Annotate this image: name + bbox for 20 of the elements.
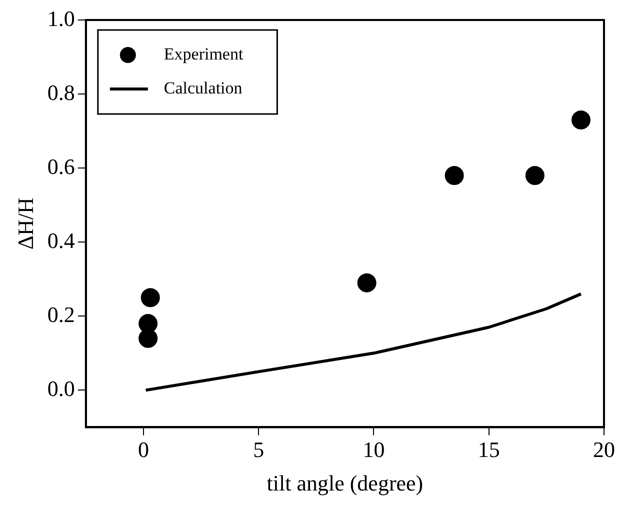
y-tick-label: 0.2 bbox=[47, 302, 75, 327]
legend-label: Calculation bbox=[164, 78, 243, 98]
y-tick-label: 0.4 bbox=[47, 228, 75, 253]
x-tick-label: 15 bbox=[478, 437, 500, 462]
y-tick-label: 0.0 bbox=[47, 376, 75, 401]
point bbox=[357, 273, 376, 292]
y-tick-label: 1.0 bbox=[47, 6, 75, 31]
x-tick-label: 10 bbox=[362, 437, 385, 462]
x-tick-label: 20 bbox=[593, 437, 615, 462]
x-axis-title: tilt angle (degree) bbox=[266, 470, 424, 496]
y-tick-label: 0.8 bbox=[47, 80, 75, 105]
point bbox=[571, 110, 590, 130]
point bbox=[525, 166, 544, 185]
y-axis-title: ΔH/H bbox=[12, 197, 38, 250]
y-tick-label: 0.6 bbox=[47, 154, 75, 179]
legend-label: Experiment bbox=[164, 44, 244, 64]
x-tick-label: 5 bbox=[253, 437, 264, 462]
x-tick-label: 0 bbox=[138, 437, 149, 462]
point bbox=[140, 288, 160, 308]
point bbox=[444, 166, 464, 185]
